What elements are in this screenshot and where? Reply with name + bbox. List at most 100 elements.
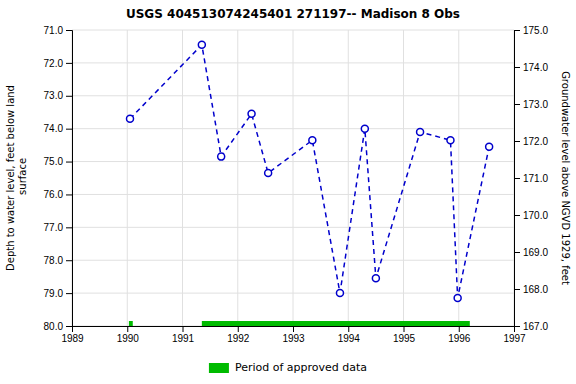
tick-label: 73.0 [44, 90, 64, 101]
tick: 1989 [61, 326, 84, 344]
grid-line [72, 227, 514, 228]
plot: 19891990199119921993199419951996199771.0… [5, 7, 571, 344]
grid-line [72, 128, 514, 129]
tick: 77.0 [44, 222, 72, 233]
tick-mark [514, 289, 520, 290]
tick-label: 1989 [61, 333, 84, 344]
tick: 1993 [282, 326, 305, 344]
tick-label: 1990 [117, 333, 140, 344]
tick: 76.0 [44, 189, 72, 200]
tick-label: 74.0 [44, 123, 64, 134]
tick: 167.0 [514, 321, 548, 332]
axis-line [66, 31, 73, 327]
grid-line [72, 293, 514, 294]
tick-label: 76.0 [44, 189, 64, 200]
legend-label: Period of approved data [235, 361, 367, 374]
tick: 74.0 [44, 123, 72, 134]
grid-line [72, 161, 514, 162]
tick: 1994 [338, 326, 361, 344]
y2-axis: 167.0 168.0 169.0 170.0 171.0 172.0 173.0 174.0… [514, 25, 548, 332]
tick-label: 75.0 [44, 156, 64, 167]
grid-line [72, 260, 514, 261]
tick-mark [127, 326, 128, 332]
title: USGS 404513074245401 271197-- Madison 8 … [126, 7, 460, 21]
tick-label: 172.0 [523, 136, 548, 147]
axis-line [73, 327, 515, 333]
y-axis-label: Depth to water level, feet below land su… [5, 85, 28, 271]
tick: 174.0 [514, 62, 548, 73]
grid-line [127, 30, 128, 326]
tick-label: 173.0 [523, 99, 548, 110]
tick-mark [514, 178, 520, 179]
axis-line [515, 31, 521, 327]
tick-mark [514, 252, 520, 253]
tick-label: 1997 [503, 333, 526, 344]
tick-label: 1996 [448, 333, 471, 344]
tick-label: 168.0 [523, 284, 548, 295]
tick-mark [66, 326, 72, 327]
data-point [336, 290, 343, 297]
grid-line [72, 30, 514, 31]
tick: 73.0 [44, 90, 72, 101]
tick-label: 71.0 [44, 25, 64, 36]
y2-axis-label: Groundwater level above NGVD 1929, feet [560, 71, 571, 285]
grid [72, 30, 514, 326]
tick: 172.0 [514, 136, 548, 147]
tick-label: 77.0 [44, 222, 64, 233]
tick-mark [66, 63, 72, 64]
tick: 1990 [117, 326, 140, 344]
tick: 79.0 [44, 288, 72, 299]
tick-label: 1991 [172, 333, 195, 344]
tick: 71.0 [44, 25, 72, 36]
tick-mark [238, 326, 239, 332]
grid-line [458, 30, 459, 326]
tick-label: 80.0 [44, 321, 64, 332]
data-point [309, 137, 316, 144]
tick-mark [514, 67, 520, 68]
tick-mark [183, 326, 184, 332]
grid-line [403, 30, 404, 326]
data-point [265, 170, 272, 177]
data-point [486, 143, 493, 150]
tick-mark [404, 326, 405, 332]
data-point [361, 125, 368, 132]
legend: Period of approved data [209, 361, 367, 374]
marks [127, 41, 493, 326]
tick-mark [66, 194, 72, 195]
tick-mark [514, 326, 520, 327]
tick: 169.0 [514, 247, 548, 258]
grid-line [237, 30, 238, 326]
tick-mark [66, 129, 72, 130]
data-point [248, 110, 255, 117]
tick: 175.0 [514, 25, 548, 36]
tick-mark [66, 96, 72, 97]
tick-label: 167.0 [523, 321, 548, 332]
tick-mark [293, 326, 294, 332]
data-point [218, 153, 225, 160]
chart: 19891990199119921993199419951996199771.0… [0, 0, 576, 384]
tick-mark [66, 162, 72, 163]
tick: 80.0 [44, 321, 72, 332]
grid-line [72, 95, 514, 96]
tick-label: 1993 [282, 333, 305, 344]
tick-label: 72.0 [44, 58, 64, 69]
data-point [447, 137, 454, 144]
tick-mark [459, 326, 460, 332]
approved-period [129, 321, 133, 326]
tick: 1991 [172, 326, 195, 344]
tick: 168.0 [514, 284, 548, 295]
tick: 1996 [448, 326, 471, 344]
tick-mark [514, 141, 520, 142]
tick-mark [514, 104, 520, 105]
tick-mark [66, 293, 72, 294]
tick-label: 169.0 [523, 247, 548, 258]
grid-line [72, 194, 514, 195]
data-point [127, 115, 134, 122]
tick-label: 79.0 [44, 288, 64, 299]
tick: 171.0 [514, 173, 548, 184]
approved-period [202, 321, 470, 326]
data-point [198, 41, 205, 48]
tick: 170.0 [514, 210, 548, 221]
grid-line [182, 30, 183, 326]
tick-mark [66, 227, 72, 228]
